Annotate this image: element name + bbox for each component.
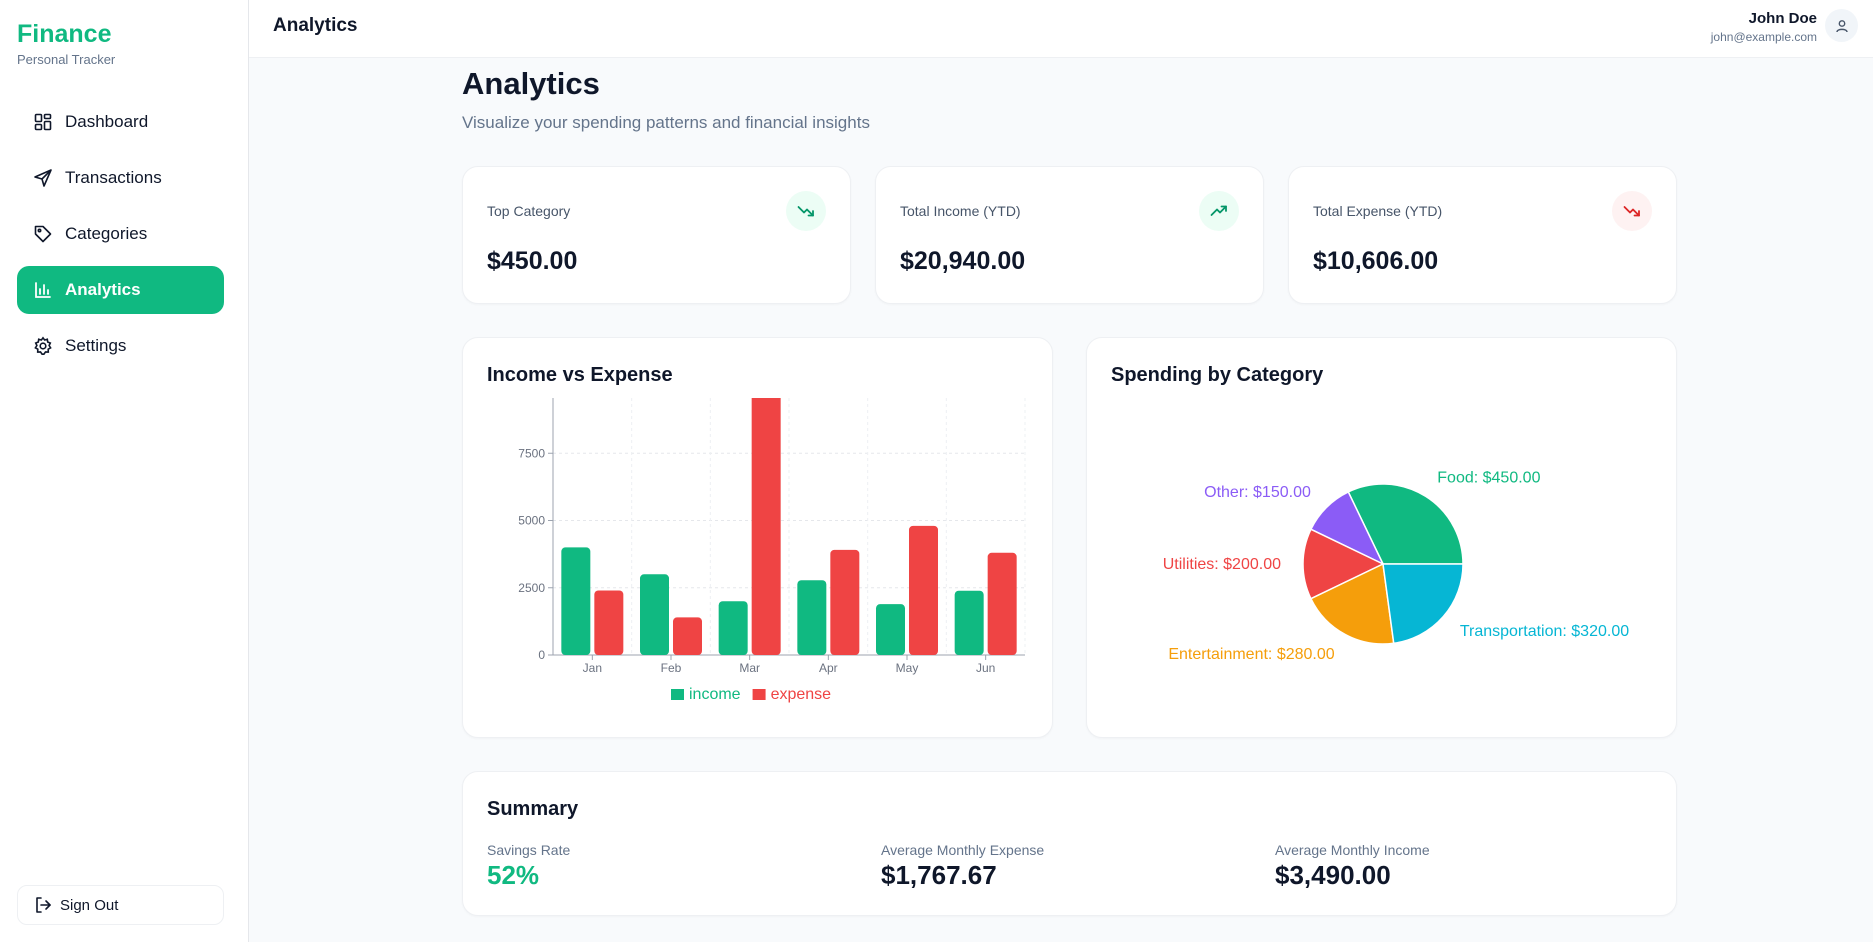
x-tick-label: Jun: [976, 661, 995, 675]
y-tick-label: 5000: [518, 514, 545, 528]
pie-slice-utilities: [1302, 528, 1385, 600]
bar-income-jun: [954, 590, 984, 655]
header-title: Analytics: [273, 15, 358, 36]
sign-out-button[interactable]: Sign Out: [17, 885, 224, 925]
stat-value: $10,606.00: [1313, 247, 1439, 275]
user-icon: [1835, 19, 1848, 32]
brand-title: Finance: [17, 20, 112, 48]
bar-expense-mar: [751, 398, 781, 655]
chart-title: Spending by Category: [1111, 364, 1324, 386]
stat-card-total-expense: Total Expense (YTD) $10,606.00: [1288, 166, 1677, 304]
page-subtitle: Visualize your spending patterns and fin…: [462, 113, 870, 132]
spending-category-card: Spending by Category Food: $450.00 Other:…: [1086, 337, 1677, 738]
sidebar-item-analytics[interactable]: Analytics: [17, 266, 224, 314]
bar-expense-may: [909, 525, 938, 655]
income-expense-chart: 025005000750010000JanFebMarAprMayJuninco…: [518, 398, 1026, 703]
sidebar-item-dashboard[interactable]: Dashboard: [17, 98, 224, 146]
sidebar-item-categories[interactable]: Categories: [17, 210, 224, 258]
dashboard-icon: [33, 112, 53, 132]
stat-card-top-category: Top Category $450.00: [462, 166, 851, 304]
sign-out-icon: [34, 896, 52, 914]
sidebar: Finance Personal Tracker Dashboard Trans…: [0, 0, 249, 942]
user-info[interactable]: John Doe john@example.com: [1711, 10, 1817, 44]
sidebar-item-label: Settings: [65, 336, 127, 355]
bar-chart-icon: [33, 280, 53, 300]
legend-label-income: income: [689, 686, 741, 703]
y-tick-label: 7500: [518, 446, 545, 460]
top-bar: Analytics John Doe john@example.com: [249, 0, 1873, 58]
trending-down-icon: [786, 191, 826, 231]
sidebar-item-settings[interactable]: Settings: [17, 322, 224, 370]
summary-value: 52%: [487, 860, 540, 890]
user-name: John Doe: [1748, 10, 1817, 27]
gear-icon: [33, 336, 53, 356]
x-tick-label: Jan: [583, 661, 602, 675]
avatar[interactable]: [1825, 9, 1858, 42]
pie-label-utilities: Utilities: $200.00: [1163, 556, 1281, 573]
sidebar-item-label: Analytics: [65, 280, 141, 299]
y-tick-label: 0: [538, 648, 545, 662]
stat-value: $20,940.00: [900, 247, 1026, 275]
bar-income-jan: [561, 547, 591, 655]
bar-expense-jun: [987, 552, 1017, 655]
chart-title: Income vs Expense: [487, 364, 673, 386]
stat-label: Top Category: [487, 203, 571, 219]
legend-swatch-expense: [752, 689, 766, 700]
bar-income-may: [876, 604, 905, 655]
bar-income-apr: [797, 580, 827, 655]
pie-slice-food: [1347, 483, 1464, 565]
stat-card-total-income: Total Income (YTD) $20,940.00: [875, 166, 1264, 304]
bar-expense-feb: [673, 617, 702, 655]
pie-label-other: Other: $150.00: [1204, 484, 1311, 501]
page-title: Analytics: [462, 66, 600, 101]
x-tick-label: Apr: [819, 661, 838, 675]
bar-expense-jan: [594, 590, 624, 655]
pie-label-transportation: Transportation: $320.00: [1460, 623, 1629, 640]
x-tick-label: May: [896, 661, 919, 675]
send-icon: [33, 168, 53, 188]
sidebar-item-label: Transactions: [65, 168, 162, 187]
sign-out-label: Sign Out: [60, 896, 119, 914]
bar-expense-apr: [830, 549, 860, 655]
stat-label: Total Expense (YTD): [1313, 203, 1443, 219]
summary-value: $3,490.00: [1275, 860, 1391, 890]
tag-icon: [33, 224, 53, 244]
legend-label-expense: expense: [771, 686, 832, 703]
trending-down-icon: [1612, 191, 1652, 231]
summary-label: Savings Rate: [487, 842, 571, 858]
brand-subtitle: Personal Tracker: [17, 52, 116, 67]
pie-slice-entertainment: [1309, 562, 1395, 645]
summary-label: Average Monthly Expense: [881, 842, 1045, 858]
brand: Finance Personal Tracker: [17, 20, 115, 67]
sidebar-item-label: Categories: [65, 224, 148, 243]
x-tick-label: Feb: [661, 661, 682, 675]
summary-card: Summary Savings Rate 52% Average Monthly…: [462, 771, 1677, 916]
sidebar-item-label: Dashboard: [65, 112, 149, 131]
summary-value: $1,767.67: [881, 860, 997, 890]
income-expense-card: Income vs Expense 025005000750010000JanF…: [462, 337, 1053, 738]
bar-income-mar: [718, 601, 748, 655]
sidebar-nav: Dashboard Transactions Categories Analyt…: [17, 98, 224, 378]
pie-label-food: Food: $450.00: [1437, 470, 1540, 487]
user-email: john@example.com: [1710, 30, 1817, 44]
bar-income-feb: [640, 574, 669, 655]
trending-up-icon: [1199, 191, 1239, 231]
stat-label: Total Income (YTD): [900, 203, 1021, 219]
pie-label-entertainment: Entertainment: $280.00: [1168, 646, 1334, 663]
summary-label: Average Monthly Income: [1275, 842, 1430, 858]
x-tick-label: Mar: [739, 661, 760, 675]
spending-pie-chart: Food: $450.00 Other: $150.00 Utilities: $2…: [1163, 470, 1630, 663]
stat-value: $450.00: [487, 247, 578, 275]
sidebar-item-transactions[interactable]: Transactions: [17, 154, 224, 202]
summary-title: Summary: [487, 798, 579, 820]
y-tick-label: 2500: [518, 581, 545, 595]
pie-slice-transportation: [1382, 563, 1464, 645]
legend-swatch-income: [671, 689, 684, 700]
